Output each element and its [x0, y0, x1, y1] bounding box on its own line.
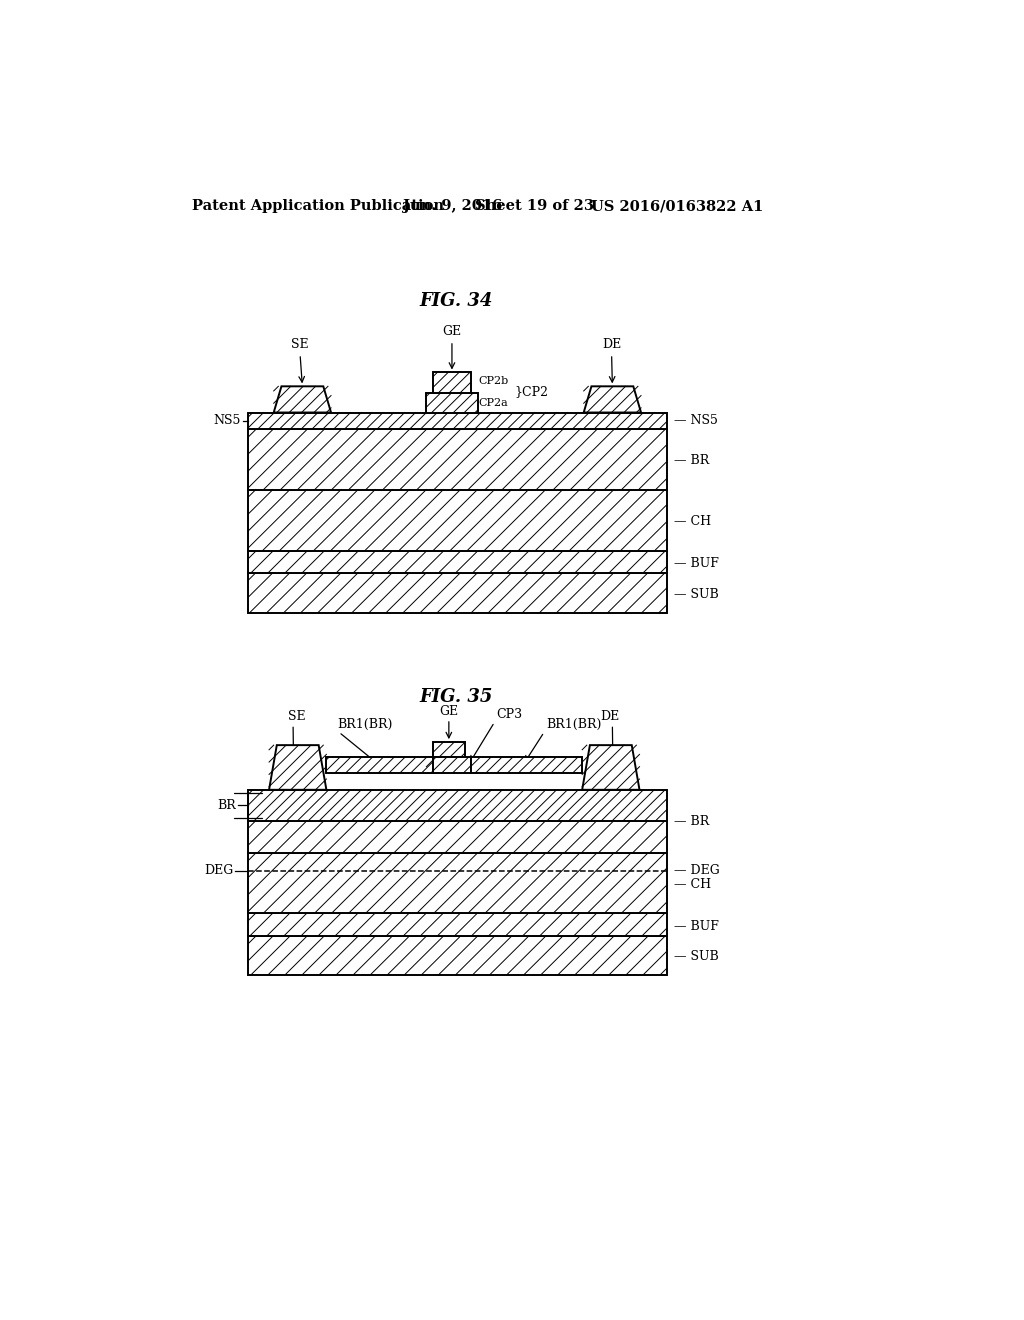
Text: Sheet 19 of 23: Sheet 19 of 23 [475, 199, 594, 213]
Bar [248, 913, 667, 936]
Text: SE: SE [288, 710, 306, 723]
Text: DE: DE [602, 338, 622, 351]
Bar [426, 758, 471, 774]
Text: GE: GE [439, 705, 459, 718]
Bar [248, 936, 667, 974]
Bar [248, 429, 667, 490]
Text: GE: GE [442, 325, 462, 338]
Text: }CP2: }CP2 [514, 385, 548, 399]
Text: Jun. 9, 2016: Jun. 9, 2016 [403, 199, 503, 213]
Text: DE: DE [600, 710, 620, 723]
Text: CP3: CP3 [496, 708, 522, 721]
Text: Patent Application Publication: Patent Application Publication [191, 199, 443, 213]
Bar [248, 490, 667, 552]
Polygon shape [584, 387, 641, 412]
Bar [327, 758, 432, 774]
Bar [471, 758, 583, 774]
Text: SE: SE [291, 338, 309, 351]
Bar [248, 853, 667, 913]
Bar [248, 412, 667, 429]
Bar [248, 573, 667, 612]
Text: US 2016/0163822 A1: US 2016/0163822 A1 [592, 199, 764, 213]
Text: CP2b: CP2b [478, 376, 509, 385]
Bar [432, 742, 465, 758]
Text: — SUB: — SUB [674, 950, 719, 964]
Bar [426, 393, 477, 412]
Text: DEG: DEG [204, 865, 233, 878]
Text: — BUF: — BUF [674, 920, 719, 933]
Bar [248, 821, 667, 853]
Text: BR1(BR): BR1(BR) [337, 718, 392, 731]
Text: — BR: — BR [674, 454, 709, 467]
Text: — CH: — CH [674, 515, 711, 528]
Text: — DEG: — DEG [674, 865, 719, 878]
Text: BR: BR [218, 799, 237, 812]
Text: — SUB: — SUB [674, 587, 719, 601]
Bar [248, 789, 667, 821]
Text: — CH: — CH [674, 878, 711, 891]
Text: — BR: — BR [674, 814, 709, 828]
Text: FIG. 35: FIG. 35 [420, 689, 494, 706]
Text: CP2a: CP2a [478, 399, 508, 408]
Bar [432, 372, 471, 393]
Text: — NS5: — NS5 [674, 414, 718, 428]
Polygon shape [583, 744, 640, 789]
Text: BR1(BR): BR1(BR) [547, 718, 602, 731]
Text: — BUF: — BUF [674, 557, 719, 570]
Text: FIG. 34: FIG. 34 [420, 292, 494, 310]
Polygon shape [273, 387, 331, 412]
Text: NS5: NS5 [214, 414, 241, 428]
Polygon shape [269, 744, 327, 789]
Bar [248, 552, 667, 573]
